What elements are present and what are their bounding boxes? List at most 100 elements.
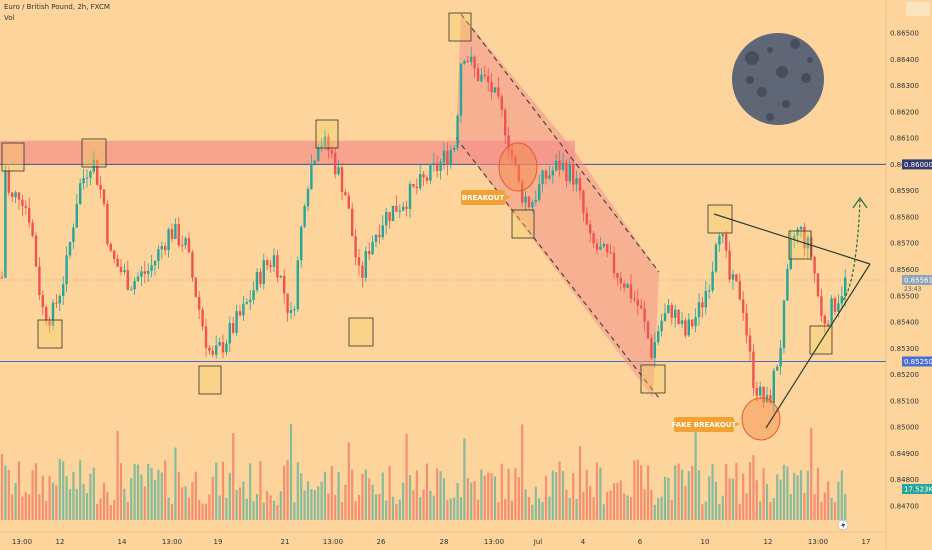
candle-body — [687, 319, 690, 336]
volume-bar — [721, 495, 724, 520]
candle — [561, 153, 565, 172]
y-tick-label: 0.85900 — [890, 187, 919, 195]
volume-bar — [708, 476, 711, 520]
projection-path — [842, 199, 861, 301]
candle-body — [806, 237, 809, 249]
candle-body — [470, 56, 473, 62]
candle — [711, 261, 714, 293]
candle — [374, 233, 378, 248]
candle — [354, 228, 357, 266]
candle-body — [602, 244, 605, 247]
candle — [738, 273, 741, 301]
volume-bar — [820, 501, 823, 520]
candle — [344, 189, 347, 196]
candle — [62, 276, 65, 306]
x-tick-label: 13:00 — [12, 538, 32, 546]
candle-body — [711, 271, 714, 291]
candle — [653, 332, 656, 369]
volume-bar — [123, 488, 126, 520]
candle — [21, 194, 24, 216]
volume-bar — [75, 488, 78, 520]
candle — [123, 263, 126, 275]
candle-body — [541, 170, 544, 184]
candle — [378, 224, 381, 244]
volume-bar — [303, 490, 306, 520]
candle-body — [259, 271, 262, 284]
volume-bar — [28, 494, 31, 520]
volume-bar — [653, 504, 656, 520]
x-tick-label: 14 — [118, 538, 127, 546]
channel-lower-line — [455, 137, 660, 399]
volume-bar — [221, 461, 225, 520]
volume-bar — [41, 475, 44, 520]
candle — [555, 153, 558, 172]
candle-body — [456, 115, 459, 148]
candle-body — [504, 109, 507, 136]
triangle-upper-line — [713, 213, 871, 265]
volume-bar — [68, 488, 72, 520]
y-tick-label: 0.86300 — [890, 82, 919, 90]
price-axis — [886, 0, 932, 550]
volume-bar — [476, 499, 480, 520]
candle-body — [708, 290, 711, 292]
candle-body — [796, 229, 799, 236]
candle — [293, 305, 296, 317]
volume-bar — [786, 466, 789, 520]
candle — [28, 197, 31, 228]
volume-bar — [541, 501, 544, 520]
candle-body — [612, 253, 616, 274]
candle — [102, 188, 106, 207]
candle — [215, 335, 218, 359]
candle-body — [660, 320, 663, 332]
volume-bar — [116, 430, 119, 520]
highlight-box — [315, 119, 339, 149]
volume-bar — [51, 482, 55, 520]
volume-bar — [160, 472, 163, 520]
candle — [680, 311, 684, 328]
volume-bar — [592, 497, 595, 520]
candle — [803, 222, 806, 257]
candle — [786, 264, 789, 301]
candle — [704, 281, 707, 315]
toolbar-button[interactable] — [906, 2, 930, 16]
volume-bars — [0, 422, 847, 520]
channel-upper-line — [460, 13, 660, 273]
candle — [789, 231, 792, 271]
candle-body — [113, 250, 116, 259]
volume-bar — [589, 486, 592, 520]
volume-bar — [31, 470, 34, 520]
volume-bar — [602, 504, 605, 520]
volume-bar — [245, 498, 248, 520]
volume-bar — [337, 472, 340, 520]
candle — [381, 215, 384, 240]
candle-body — [361, 265, 364, 278]
candle-body — [820, 296, 823, 316]
volume-bar — [796, 475, 799, 520]
volume-bar — [364, 469, 367, 520]
candle — [55, 293, 58, 309]
candle — [497, 77, 500, 100]
candle — [473, 55, 476, 79]
candle-body — [296, 260, 299, 310]
candle — [820, 288, 823, 323]
volume-bar — [395, 503, 398, 520]
candle-body — [123, 270, 126, 272]
candle — [456, 113, 459, 151]
candle — [303, 203, 306, 229]
candle-body — [827, 323, 830, 326]
candle-body — [58, 296, 61, 304]
candle-body — [517, 165, 520, 182]
candle-body — [204, 326, 208, 348]
candle-body — [551, 170, 554, 176]
volume-bar — [153, 480, 157, 520]
volume-bar — [65, 476, 68, 520]
volume-bar — [249, 463, 252, 520]
x-tick-label: 26 — [377, 538, 386, 546]
candle-body — [385, 211, 388, 226]
candle — [198, 291, 201, 320]
candle — [177, 217, 180, 248]
volume-bar — [772, 498, 775, 520]
candle — [153, 260, 157, 276]
candle-body — [4, 170, 7, 278]
